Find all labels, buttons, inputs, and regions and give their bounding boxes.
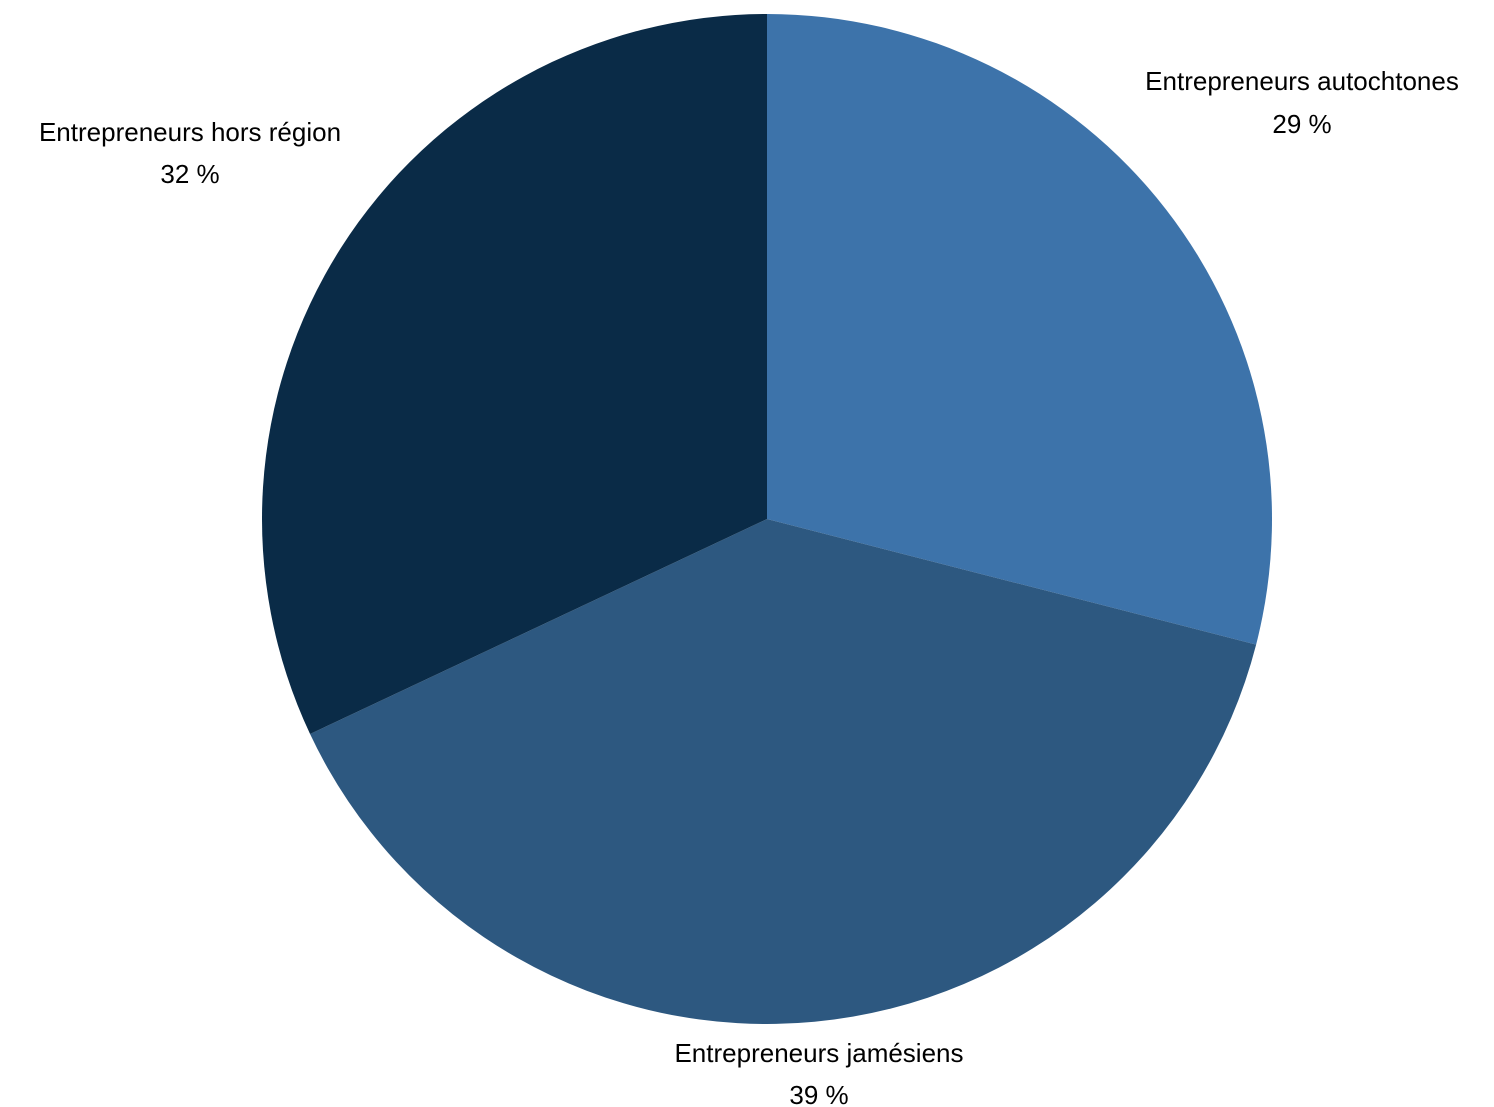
slice-name-label-jamesiens: Entrepreneurs jamésiens bbox=[674, 1038, 963, 1068]
pie-slices bbox=[261, 14, 1273, 1025]
slice-name-label-hors-region: Entrepreneurs hors région bbox=[39, 117, 341, 147]
pie-labels: Entrepreneurs autochtones 29 % Entrepren… bbox=[39, 66, 1459, 1107]
slice-value-label-autochtones: 29 % bbox=[1272, 109, 1331, 139]
slice-value-label-jamesiens: 39 % bbox=[789, 1080, 848, 1107]
pie-slice-2 bbox=[310, 519, 1257, 1025]
pie-slice-3 bbox=[261, 14, 767, 735]
slice-value-label-hors-region: 32 % bbox=[160, 159, 219, 189]
slice-name-label-autochtones: Entrepreneurs autochtones bbox=[1145, 66, 1459, 96]
pie-slice-1 bbox=[767, 14, 1273, 645]
